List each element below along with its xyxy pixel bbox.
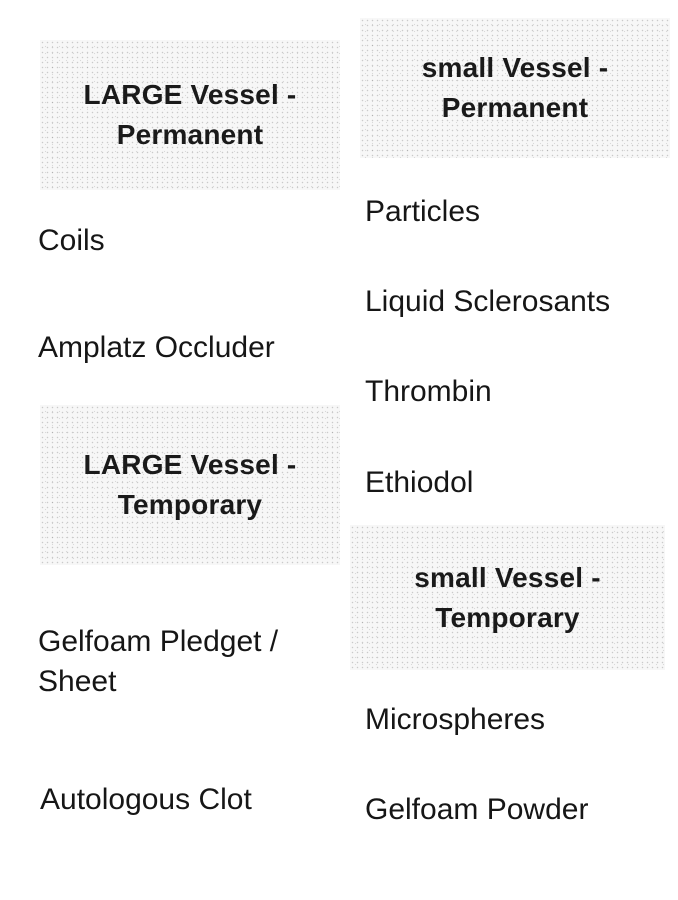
list-item-autologous-clot: Autologous Clot	[40, 783, 252, 816]
list-item-microspheres: Microspheres	[365, 703, 546, 736]
small-vessel-permanent-title-line2: Permanent	[441, 92, 589, 123]
small-vessel-temporary-title-line1: small Vessel -	[414, 561, 601, 593]
list-item-thrombin: Thrombin	[365, 375, 492, 408]
large-vessel-temporary-title-line1: LARGE Vessel -	[83, 449, 297, 480]
large-vessel-temporary-title-line2: Temporary	[117, 489, 263, 520]
list-item-ethiodol: Ethiodol	[365, 466, 474, 499]
list-item-coils: Coils	[38, 224, 105, 257]
list-item-particles: Particles	[365, 195, 481, 228]
list-item-gelfoam-powder: Gelfoam Powder	[365, 793, 589, 826]
large-vessel-permanent-title-line1: LARGE Vessel -	[83, 79, 297, 110]
list-item-gelfoam-pledget-sheet: Gelfoam Pledget / Sheet	[38, 625, 279, 698]
small-vessel-permanent-header: small Vessel - Permanent	[360, 18, 670, 158]
large-vessel-permanent-header: LARGE Vessel - Permanent	[40, 40, 340, 190]
small-vessel-temporary-title: small Vessel - Temporary	[414, 558, 600, 638]
small-vessel-permanent-title-line1: small Vessel -	[421, 52, 609, 83]
list-item-liquid-sclerosants: Liquid Sclerosants	[365, 285, 611, 318]
small-vessel-temporary-title-line2: Temporary	[435, 601, 580, 633]
list-item-amplatz-occluder: Amplatz Occluder	[38, 331, 275, 364]
small-vessel-temporary-header: small Vessel - Temporary	[350, 525, 665, 670]
large-vessel-permanent-title: LARGE Vessel - Permanent	[84, 75, 297, 155]
small-vessel-permanent-title: small Vessel - Permanent	[422, 48, 608, 128]
large-vessel-temporary-header: LARGE Vessel - Temporary	[40, 405, 340, 565]
large-vessel-permanent-title-line2: Permanent	[116, 119, 264, 150]
large-vessel-temporary-title: LARGE Vessel - Temporary	[84, 445, 297, 525]
